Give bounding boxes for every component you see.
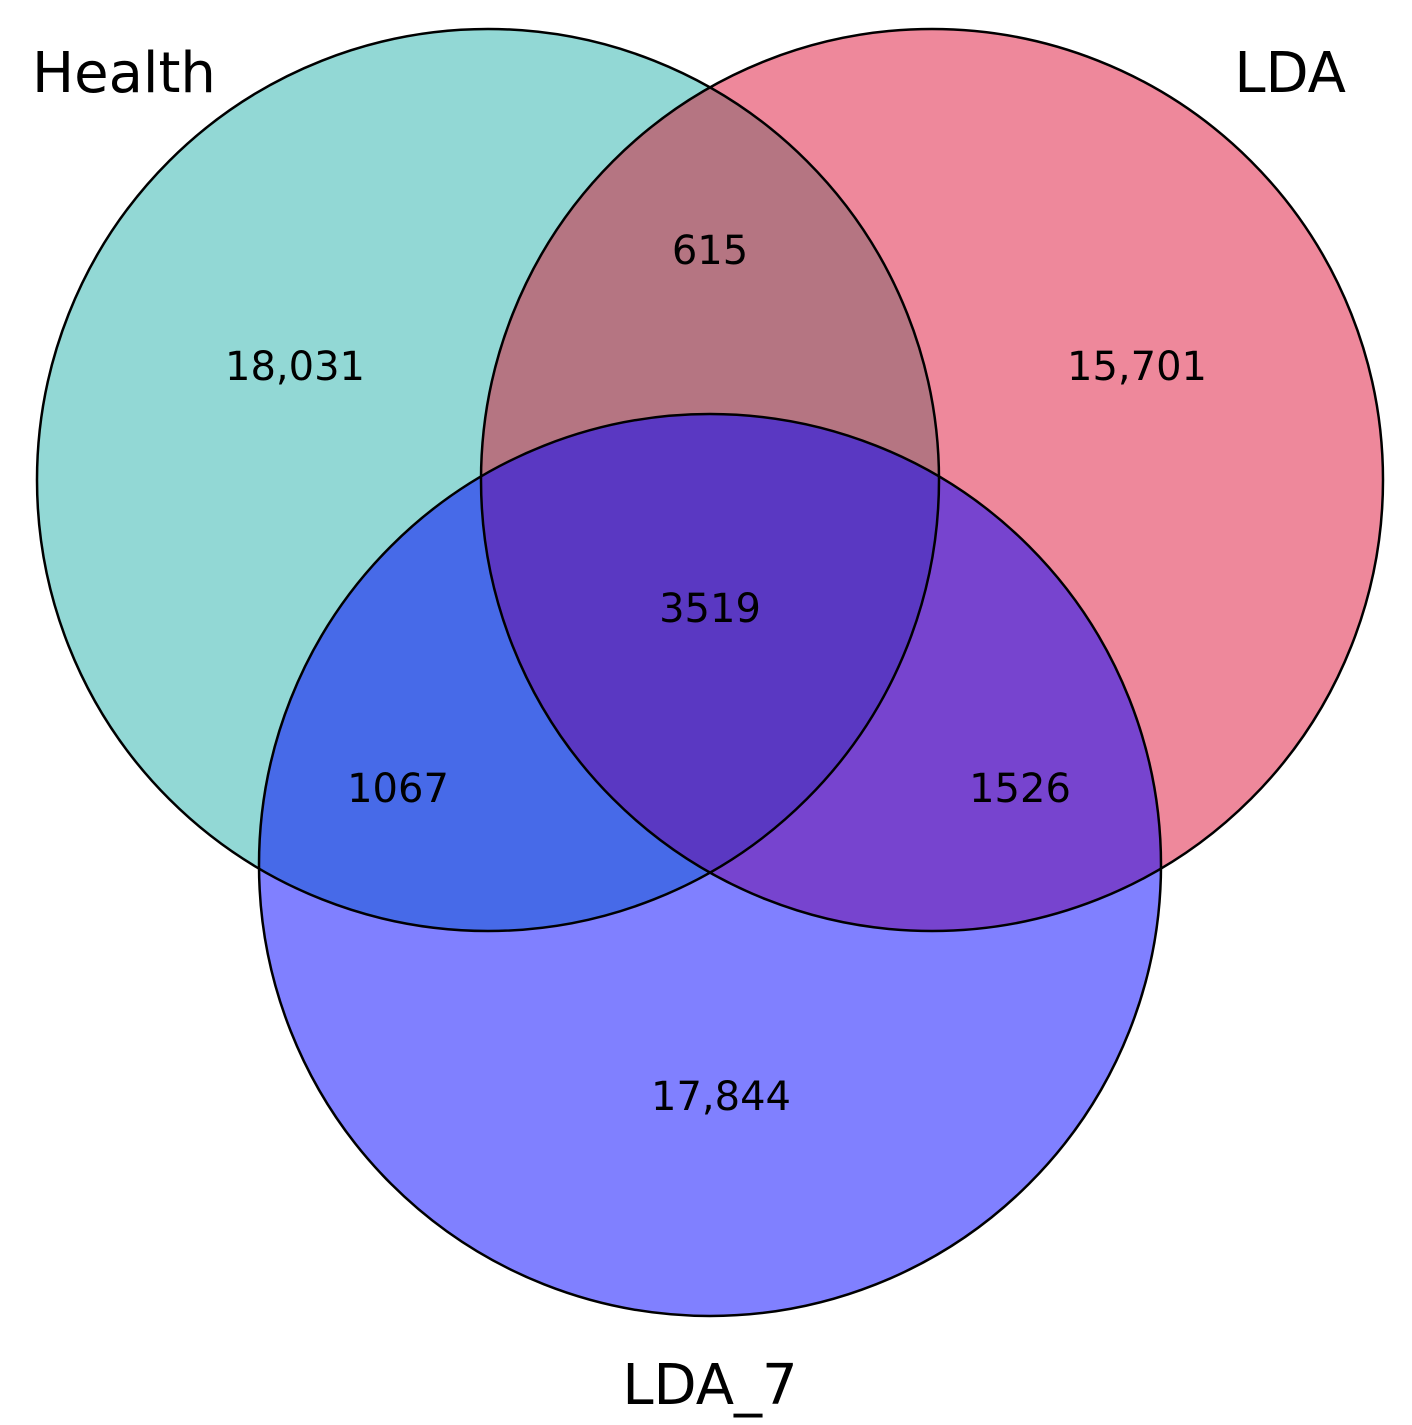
- set-label-lda: LDA: [1234, 41, 1346, 106]
- count-lda-only: 15,701: [1067, 344, 1207, 390]
- count-all-three: 3519: [659, 586, 761, 632]
- set-lda7-outline: [257, 412, 1163, 1318]
- count-health-lda: 615: [672, 228, 748, 274]
- count-lda-lda7: 1526: [969, 766, 1071, 812]
- count-health-lda7: 1067: [347, 766, 449, 812]
- count-health-only: 18,031: [225, 344, 365, 390]
- set-label-health: Health: [32, 41, 216, 106]
- set-lda-outline: [479, 27, 1385, 933]
- count-lda7-only: 17,844: [651, 1074, 791, 1120]
- set-label-lda7: LDA_7: [622, 1353, 797, 1418]
- set-health-outline: [35, 27, 941, 933]
